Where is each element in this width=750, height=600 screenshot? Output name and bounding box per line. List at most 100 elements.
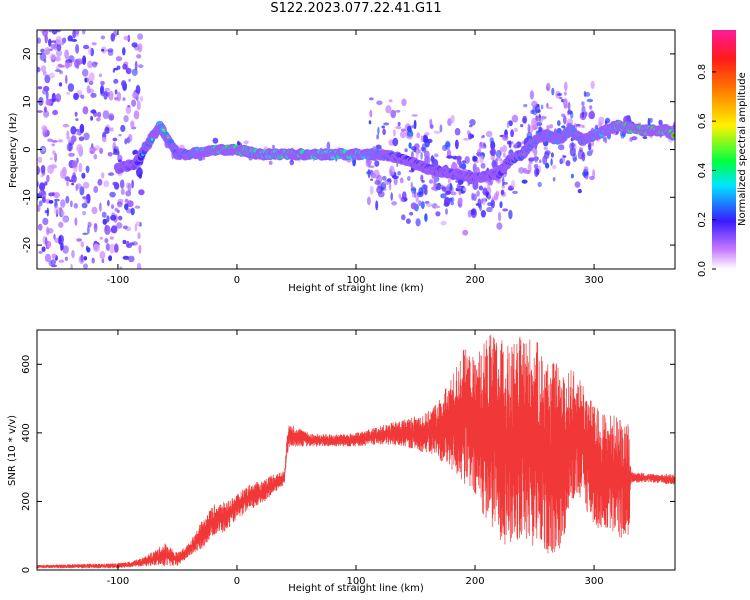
page-title: S122.2023.077.22.41.G11 (270, 1, 442, 16)
spectrogram-noise-blob (455, 139, 459, 150)
spectrogram-noise-blob (38, 200, 43, 207)
spectrogram-noise-blob (480, 198, 484, 204)
spectrogram-noise-blob (576, 123, 581, 127)
spectrogram-noise-blob (533, 164, 539, 169)
spectrogram-noise-blob (376, 174, 383, 184)
spectrogram-noise-blob (41, 147, 46, 152)
spectrogram-noise-blob (388, 99, 393, 103)
spectrogram-noise-blob (549, 124, 554, 129)
spectrogram-noise-blob (86, 247, 91, 253)
spectrogram-noise-blob (91, 206, 98, 215)
spectrogram-noise-blob (122, 225, 128, 230)
spectrogram-noise-blob (435, 211, 441, 217)
snr-x-tick-label: -100 (107, 576, 130, 587)
spectrogram-noise-blob (399, 177, 404, 184)
spectrogram-noise-blob (54, 206, 60, 215)
spectrogram-noise-blob (65, 74, 68, 84)
spectrogram-noise-blob (71, 160, 78, 168)
spectrogram-noise-blob (82, 196, 87, 200)
spectrogram-noise-blob (110, 204, 115, 210)
spectrogram-noise-blob (114, 243, 119, 253)
spectrogram-noise-blob (424, 188, 428, 196)
snr-series (37, 334, 675, 569)
spectrogram-noise-blob (93, 222, 98, 233)
spectrogram-noise-blob (117, 198, 124, 203)
snr-y-tick-label: 600 (21, 355, 32, 374)
spectrogram-noise-blob (458, 190, 462, 196)
spectrogram-noise-blob (441, 186, 447, 192)
spectrogram-noise-blob (431, 186, 437, 191)
spectrogram-noise-blob (60, 169, 67, 179)
colorbar-tick-label: 0.2 (697, 212, 708, 228)
spectrogram-noise-blob (80, 94, 85, 99)
spectrogram-noise-blob (494, 157, 498, 168)
spectrogram-noise-blob (558, 144, 565, 151)
spectrogram-noise-blob (99, 202, 102, 212)
spectrogram-noise-blob (57, 63, 63, 67)
spectrogram-noise-blob (571, 142, 575, 148)
spectrogram-noise-blob (104, 87, 110, 92)
spectrogram-noise-blob (534, 156, 538, 163)
spectrogram-noise-blob (433, 178, 437, 187)
spectrogram-noise-blob (65, 195, 70, 204)
snr-y-tick-label: 400 (21, 423, 32, 442)
spectrogram-noise-blob (405, 218, 411, 224)
spectrogram-noise-blob (574, 181, 581, 188)
spectrogram-noise-blob (37, 37, 41, 44)
spectrogram-noise-blob (113, 30, 118, 37)
spectrogram-noise-blob (41, 196, 46, 202)
colorbar-tick-label: 0.4 (697, 162, 708, 178)
spectrogram-noise-blob (471, 192, 475, 201)
spectrogram-noise-blob (37, 223, 43, 231)
spectrogram-noise-blob (506, 120, 510, 129)
spectrogram-noise-blob (82, 211, 86, 216)
spectrogram-noise-blob (564, 81, 568, 92)
spectrogram-noise-blob (102, 136, 107, 143)
spectrogram-noise-blob (91, 42, 97, 46)
spectrogram-noise-blob (45, 98, 52, 106)
spectrogram-noise-blob (68, 55, 75, 63)
spectrogram-noise-blob (68, 142, 72, 152)
spectrogram-noise-blob (122, 63, 128, 70)
snr-x-tick-label: 0 (234, 576, 240, 587)
spectrogram-noise-blob (649, 117, 653, 123)
spectrogram-noise-blob (430, 156, 436, 163)
spectrogram-noise-blob (496, 222, 503, 230)
spectrogram-noise-blob (47, 228, 54, 234)
spectrogram-noise-blob (521, 179, 528, 184)
spectrogram-y-axis-label: Frequency (Hz) (8, 112, 19, 188)
spectrogram-noise-blob (127, 255, 135, 263)
spectrogram-noise-blob (440, 193, 447, 199)
spectrogram-noise-blob (51, 253, 57, 259)
spectrogram-noise-blob (446, 155, 453, 159)
spectrogram-noise-blob (137, 33, 144, 40)
spectrogram-noise-blob (572, 157, 577, 162)
spectrogram-noise-blob (392, 129, 396, 137)
colorbar-ticks: 0.0 0.2 0.4 0.6 0.8 (697, 64, 716, 277)
colorbar-tick-label: 0.8 (697, 64, 708, 80)
spectrogram-noise-blob (326, 141, 331, 151)
spectrogram-noise-blob (495, 149, 502, 159)
spectrogram-noise-blob (397, 121, 401, 127)
spectrogram-noise-blob (642, 136, 648, 139)
spectrogram-noise-blob (544, 141, 548, 146)
spectrogram-noise-blob (450, 191, 457, 196)
spectrogram-noise-blob (395, 109, 401, 113)
spectrogram-noise-blob (499, 201, 503, 209)
spectrogram-noise-blob (410, 151, 414, 159)
spectrogram-noise-blob (489, 137, 494, 144)
spectrogram-noise-blob (37, 204, 41, 212)
spectrogram-noise-blob (534, 104, 540, 114)
spectrogram-x-axis-label: Height of straight line (km) (288, 283, 424, 294)
spectrogram-noise-blob (84, 77, 88, 83)
spectrogram-noise-blob (366, 170, 372, 175)
spectrogram-noise-blob (127, 182, 132, 193)
spectrogram-noise-blob (451, 197, 455, 203)
spectrogram-noise-blob (89, 150, 94, 154)
spectrogram-noise-blob (40, 30, 43, 33)
spectrogram-noise-blob (134, 205, 141, 209)
spectrogram-noise-blob (598, 116, 605, 126)
spectrogram-noise-blob (105, 243, 110, 251)
spectrogram-noise-blob (540, 104, 544, 110)
